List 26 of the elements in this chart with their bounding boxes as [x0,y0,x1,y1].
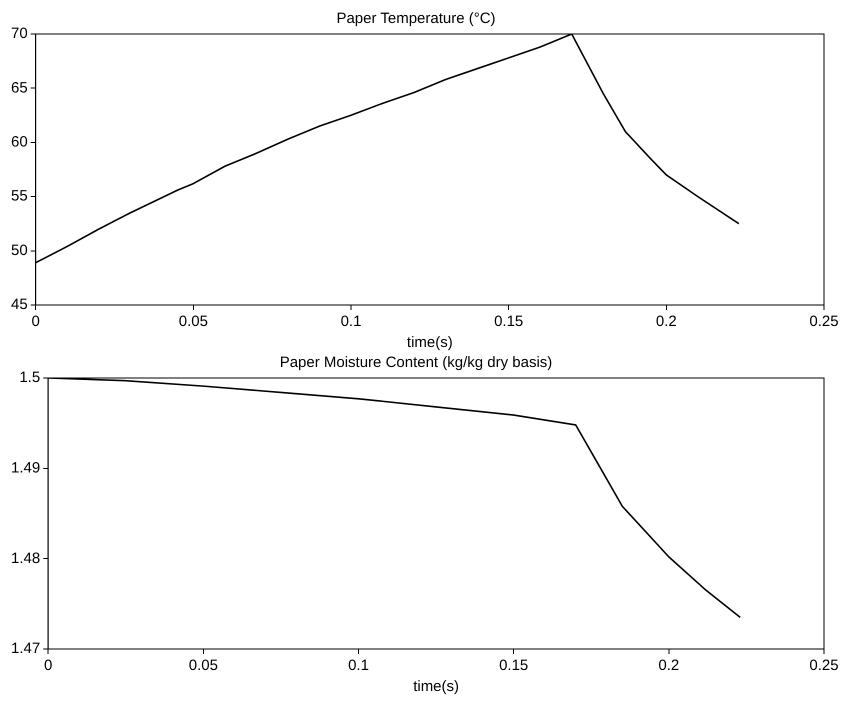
x-axis-title: time(s) [413,678,460,696]
y-tick-label: 45 [10,296,28,314]
x-tick-label: 0.2 [658,657,680,674]
y-tick-label: 65 [10,79,28,96]
y-tick-label: 1.49 [10,459,40,476]
x-tick-label: 0.15 [499,657,528,674]
y-tick-label: 50 [10,242,28,259]
x-tick-label: 0 [32,313,40,330]
x-axis-title: time(s) [406,334,453,352]
y-tick-label: 70 [10,25,28,42]
chart-title: Paper Moisture Content (kg/kg dry basis) [280,354,552,372]
x-tick-label: 0.15 [494,313,524,330]
x-tick-label: 0.1 [340,313,362,330]
x-tick-label: 0.05 [178,313,208,330]
x-tick-label: 0 [44,657,52,674]
y-tick-label: 1.48 [10,550,40,567]
chart-title: Paper Temperature (°C) [336,10,496,28]
x-tick-label: 0.25 [809,657,839,674]
x-tick-label: 0.05 [188,657,218,674]
x-tick-label: 0.1 [348,657,369,674]
y-tick-label: 1.5 [19,369,40,386]
y-tick-label: 60 [10,134,28,151]
y-tick-label: 1.47 [10,640,40,658]
x-tick-label: 0.2 [656,313,677,330]
x-tick-label: 0.25 [809,313,839,330]
y-tick-label: 55 [10,188,28,205]
